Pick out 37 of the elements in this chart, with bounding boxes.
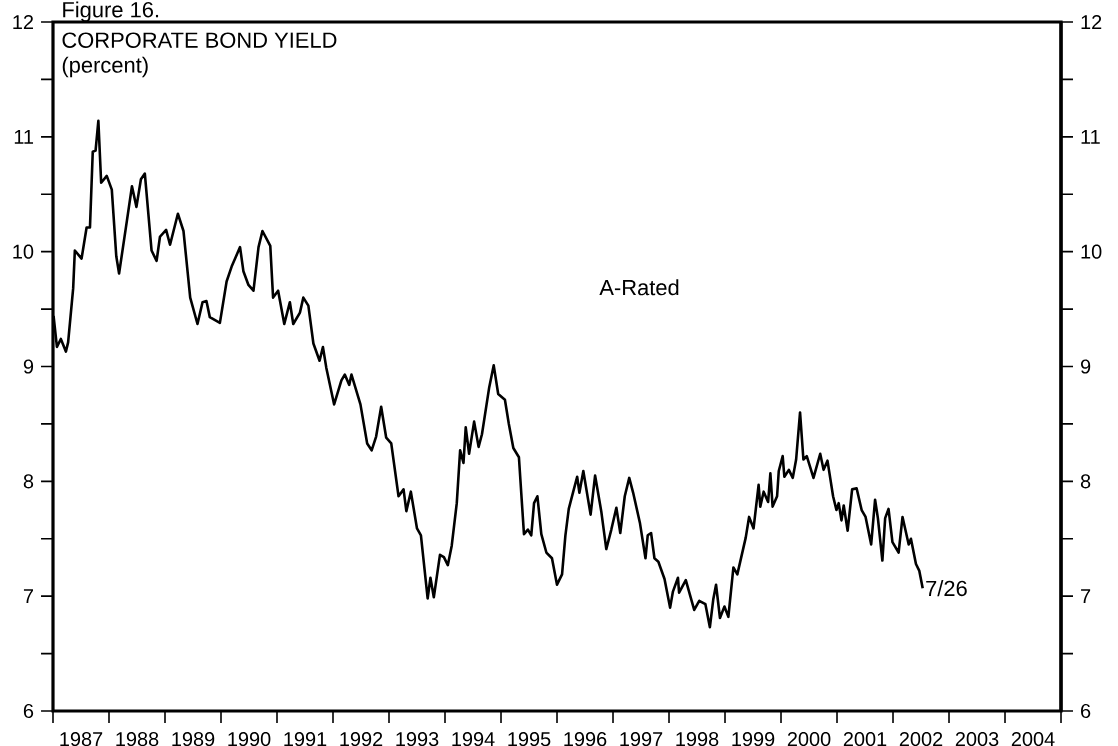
x-tick-label: 1991	[284, 732, 327, 746]
y-tick-label: 6	[23, 703, 34, 719]
x-tick-label: 2003	[955, 732, 999, 746]
y2-tick-label: 6	[1081, 703, 1091, 719]
y-tick-label: 7	[23, 589, 33, 604]
y-tick-label: 8	[23, 474, 34, 489]
x-tick-label: 2004	[1011, 732, 1055, 746]
x-tick-label: 1993	[396, 732, 439, 746]
y2-tick-label: 10	[1081, 244, 1102, 259]
y2-tick-label: 8	[1080, 474, 1091, 489]
x-tick-label: 1994	[452, 732, 495, 746]
y-tick-label: 11	[14, 129, 34, 144]
text: A-Rated	[599, 279, 679, 296]
x-tick-label: 1996	[564, 732, 607, 746]
text: (percent)	[62, 56, 148, 78]
x-tick-label: 1999	[732, 732, 775, 746]
caption: Figure 16.	[63, 1, 159, 22]
y2-tick-label: 9	[1080, 359, 1091, 374]
y-tick-label: 9	[23, 359, 34, 374]
x-tick-label: 1990	[228, 732, 271, 746]
x-tick-label: 1995	[508, 732, 551, 746]
annotation: 7/26	[926, 580, 967, 597]
chart-title: CORPORATE BOND YIELD	[62, 32, 337, 48]
x-tick-label: 1987	[60, 732, 103, 746]
y2-tick-label: 7	[1081, 589, 1091, 604]
x-tick-label: 1988	[116, 732, 159, 746]
y2-tick-label: 12	[1081, 15, 1102, 29]
x-tick-label: 2000	[787, 732, 831, 746]
x-tick-label: 1992	[340, 732, 383, 746]
y-tick-label: 10	[13, 244, 34, 259]
x-tick-label: 1998	[676, 732, 719, 746]
x-tick-label: 2001	[843, 732, 887, 746]
y-tick-label: 12	[13, 15, 33, 29]
x-tick-label: 2002	[899, 732, 943, 746]
y2-tick-label: 11	[1081, 129, 1100, 144]
x-tick-label: 1997	[620, 732, 663, 746]
x-tick-label: 1989	[172, 732, 215, 746]
